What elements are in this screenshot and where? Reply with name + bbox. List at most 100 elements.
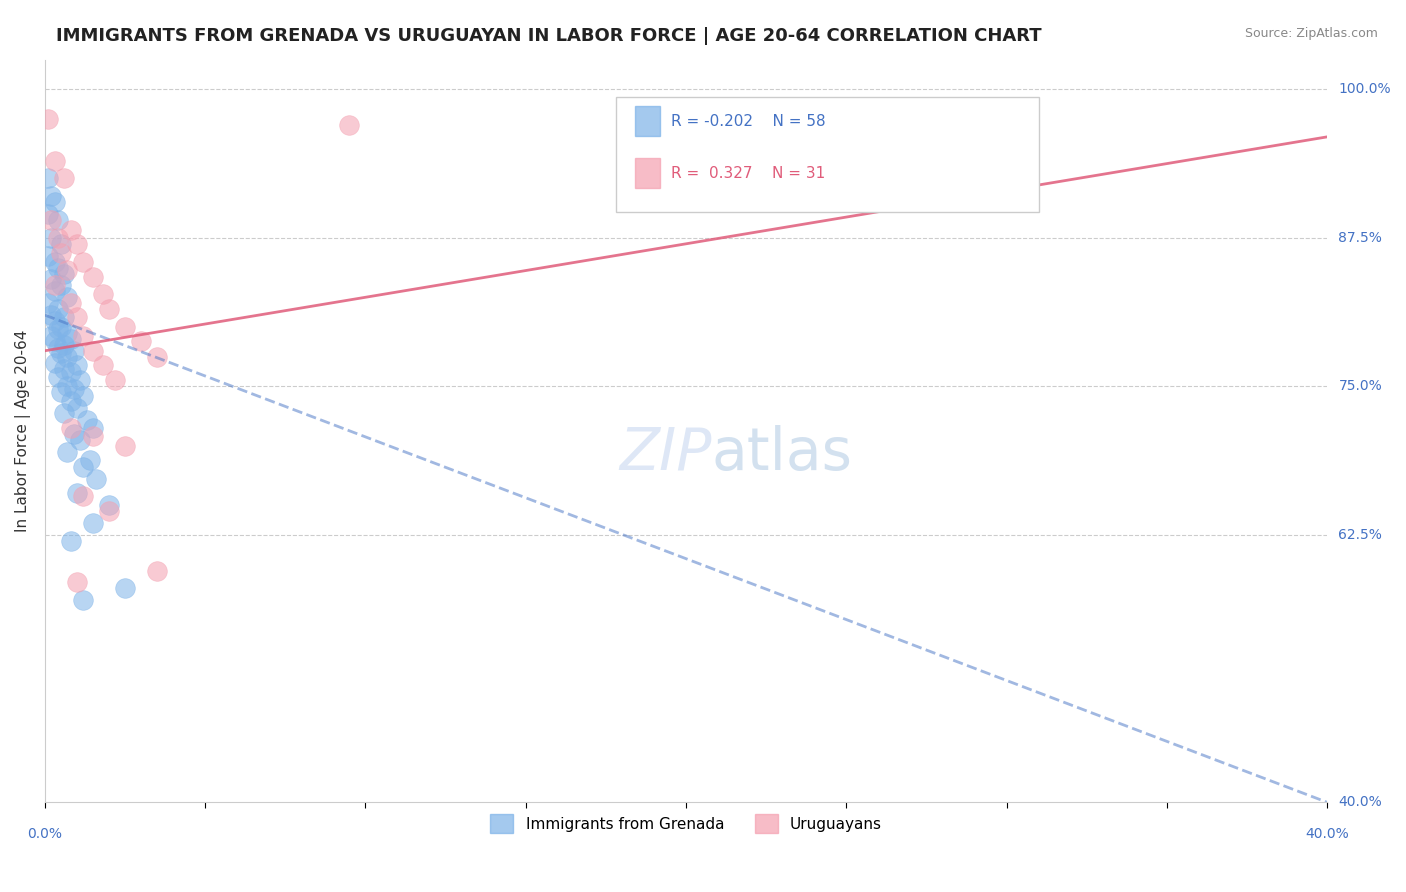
Point [114, 320, 136, 334]
Point [72, 489, 94, 503]
Y-axis label: In Labor Force | Age 20-64: In Labor Force | Age 20-64 [15, 330, 31, 533]
Point [39, 189, 62, 203]
Point [129, 334, 152, 349]
Point [39, 213, 62, 227]
Text: IMMIGRANTS FROM GRENADA VS URUGUAYAN IN LABOR FORCE | AGE 20-64 CORRELATION CHAR: IMMIGRANTS FROM GRENADA VS URUGUAYAN IN … [56, 27, 1042, 45]
Point [69, 433, 91, 447]
Text: 0.0%: 0.0% [27, 827, 62, 841]
Point [82, 429, 104, 443]
Point [72, 593, 94, 607]
Point [53, 361, 76, 376]
Point [37, 112, 59, 126]
Text: R =  0.327    N = 31: R = 0.327 N = 31 [671, 166, 825, 181]
Point [76, 412, 98, 426]
Point [49, 346, 72, 360]
Point [49, 278, 72, 293]
Point [39, 272, 62, 286]
Text: 62.5%: 62.5% [1339, 528, 1382, 542]
Point [59, 393, 82, 408]
Point [44, 334, 66, 349]
Point [46, 260, 69, 275]
FancyBboxPatch shape [616, 96, 1039, 212]
Point [146, 564, 169, 578]
Point [72, 254, 94, 268]
Text: 87.5%: 87.5% [1339, 231, 1382, 244]
Point [53, 310, 76, 325]
Point [56, 326, 79, 340]
Point [39, 329, 62, 343]
Point [39, 308, 62, 322]
Point [46, 213, 69, 227]
Text: R = -0.202    N = 58: R = -0.202 N = 58 [671, 114, 825, 128]
Point [49, 320, 72, 334]
Point [66, 236, 89, 251]
Legend: Immigrants from Grenada, Uruguayans: Immigrants from Grenada, Uruguayans [484, 808, 887, 839]
Point [39, 231, 62, 245]
Point [59, 365, 82, 379]
Text: 40.0%: 40.0% [1339, 796, 1382, 809]
Point [66, 358, 89, 372]
Point [66, 575, 89, 590]
Point [46, 302, 69, 317]
Point [53, 338, 76, 352]
Point [46, 370, 69, 384]
Point [53, 267, 76, 281]
Point [49, 246, 72, 260]
Point [44, 195, 66, 210]
Point [44, 314, 66, 328]
Point [59, 421, 82, 435]
Point [56, 444, 79, 458]
Point [44, 254, 66, 268]
Point [59, 222, 82, 236]
Text: 100.0%: 100.0% [1339, 82, 1391, 96]
Point [82, 516, 104, 530]
Point [46, 342, 69, 356]
Point [91, 358, 114, 372]
Point [44, 153, 66, 168]
Point [66, 486, 89, 500]
Point [37, 296, 59, 310]
Point [82, 343, 104, 358]
Point [72, 329, 94, 343]
Point [98, 302, 121, 317]
Point [62, 343, 84, 358]
Point [339, 118, 361, 132]
Point [62, 426, 84, 441]
Text: atlas: atlas [711, 425, 852, 482]
Point [104, 374, 127, 388]
Point [53, 171, 76, 186]
Point [98, 504, 121, 518]
Point [62, 382, 84, 396]
Point [37, 171, 59, 186]
Point [82, 270, 104, 285]
Point [79, 453, 101, 467]
Point [69, 374, 91, 388]
Point [91, 286, 114, 301]
Point [59, 296, 82, 310]
Point [44, 356, 66, 370]
Point [56, 350, 79, 364]
Point [44, 278, 66, 293]
Point [37, 207, 59, 221]
FancyBboxPatch shape [634, 106, 661, 136]
Point [37, 249, 59, 263]
Point [66, 401, 89, 415]
Point [72, 389, 94, 403]
Point [56, 290, 79, 304]
Point [98, 498, 121, 512]
Point [114, 439, 136, 453]
Point [49, 236, 72, 251]
Point [56, 379, 79, 393]
Point [46, 231, 69, 245]
Point [59, 332, 82, 346]
Point [56, 263, 79, 277]
FancyBboxPatch shape [634, 159, 661, 188]
Point [44, 285, 66, 299]
Point [46, 322, 69, 336]
Point [66, 310, 89, 325]
Text: 75.0%: 75.0% [1339, 379, 1382, 393]
Point [53, 405, 76, 419]
Point [49, 385, 72, 400]
Point [146, 350, 169, 364]
Point [114, 582, 136, 596]
